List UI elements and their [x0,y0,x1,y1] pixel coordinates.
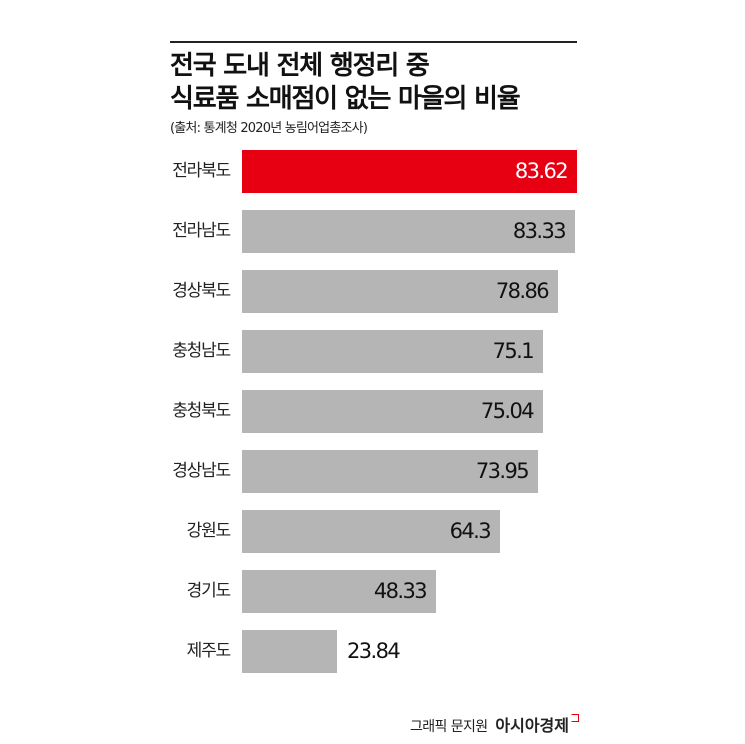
bar-row: 전라북도 83.62 [0,150,745,193]
bar [242,330,543,373]
bar-label: 강원도 [186,521,232,541]
bar-label: 전라남도 [172,221,231,241]
bar [242,510,500,553]
bar [242,630,337,673]
bar [242,570,436,613]
bar-row: 충청북도 75.04 [0,390,745,433]
bar-label: 경상남도 [172,461,231,481]
chart-source: (출처: 통계청 2020년 농림어업총조사) [170,121,368,136]
bar-label: 제주도 [186,641,232,661]
bar [242,210,575,253]
title-line-2: 식료품 소매점이 없는 마을의 비율 [170,84,521,114]
bar-label: 충청북도 [172,401,231,421]
bar-row: 충청남도 75.1 [0,330,745,373]
bar-row: 전라남도 83.33 [0,210,745,253]
bar [242,390,543,433]
brand-mark-icon [571,714,579,722]
bar-row: 강원도 64.3 [0,510,745,553]
bar-row: 경상북도 78.86 [0,270,745,313]
bar-row: 제주도 23.84 [0,630,745,673]
brand-logo: 아시아경제 [495,716,569,735]
footer-credit: 그래픽 문지원 아시아경제 [410,712,579,736]
bar [242,450,538,493]
bar-value: 73.95 [475,459,530,483]
bar-value: 83.62 [514,159,569,183]
bar-value: 75.04 [480,399,535,423]
graphic-credit: 그래픽 문지원 [410,719,488,735]
bar-value: 83.33 [512,219,567,243]
bar-label: 경기도 [186,581,232,601]
chart-title: 전국 도내 전체 행정리 중 식료품 소매점이 없는 마을의 비율 [170,50,521,116]
bar [242,270,558,313]
bar-label: 충청남도 [172,341,231,361]
bar-row: 경기도 48.33 [0,570,745,613]
bar-value: 78.86 [495,279,550,303]
bar-value: 64.3 [449,519,492,543]
bar-label: 전라북도 [172,161,231,181]
title-line-1: 전국 도내 전체 행정리 중 [170,51,430,81]
top-rule [170,41,577,43]
bar-row: 경상남도 73.95 [0,450,745,493]
bar-value: 75.1 [492,339,535,363]
bar-value: 23.84 [347,639,401,663]
bar-highlighted [242,150,577,193]
bar-label: 경상북도 [172,281,231,301]
bar-value: 48.33 [373,579,428,603]
